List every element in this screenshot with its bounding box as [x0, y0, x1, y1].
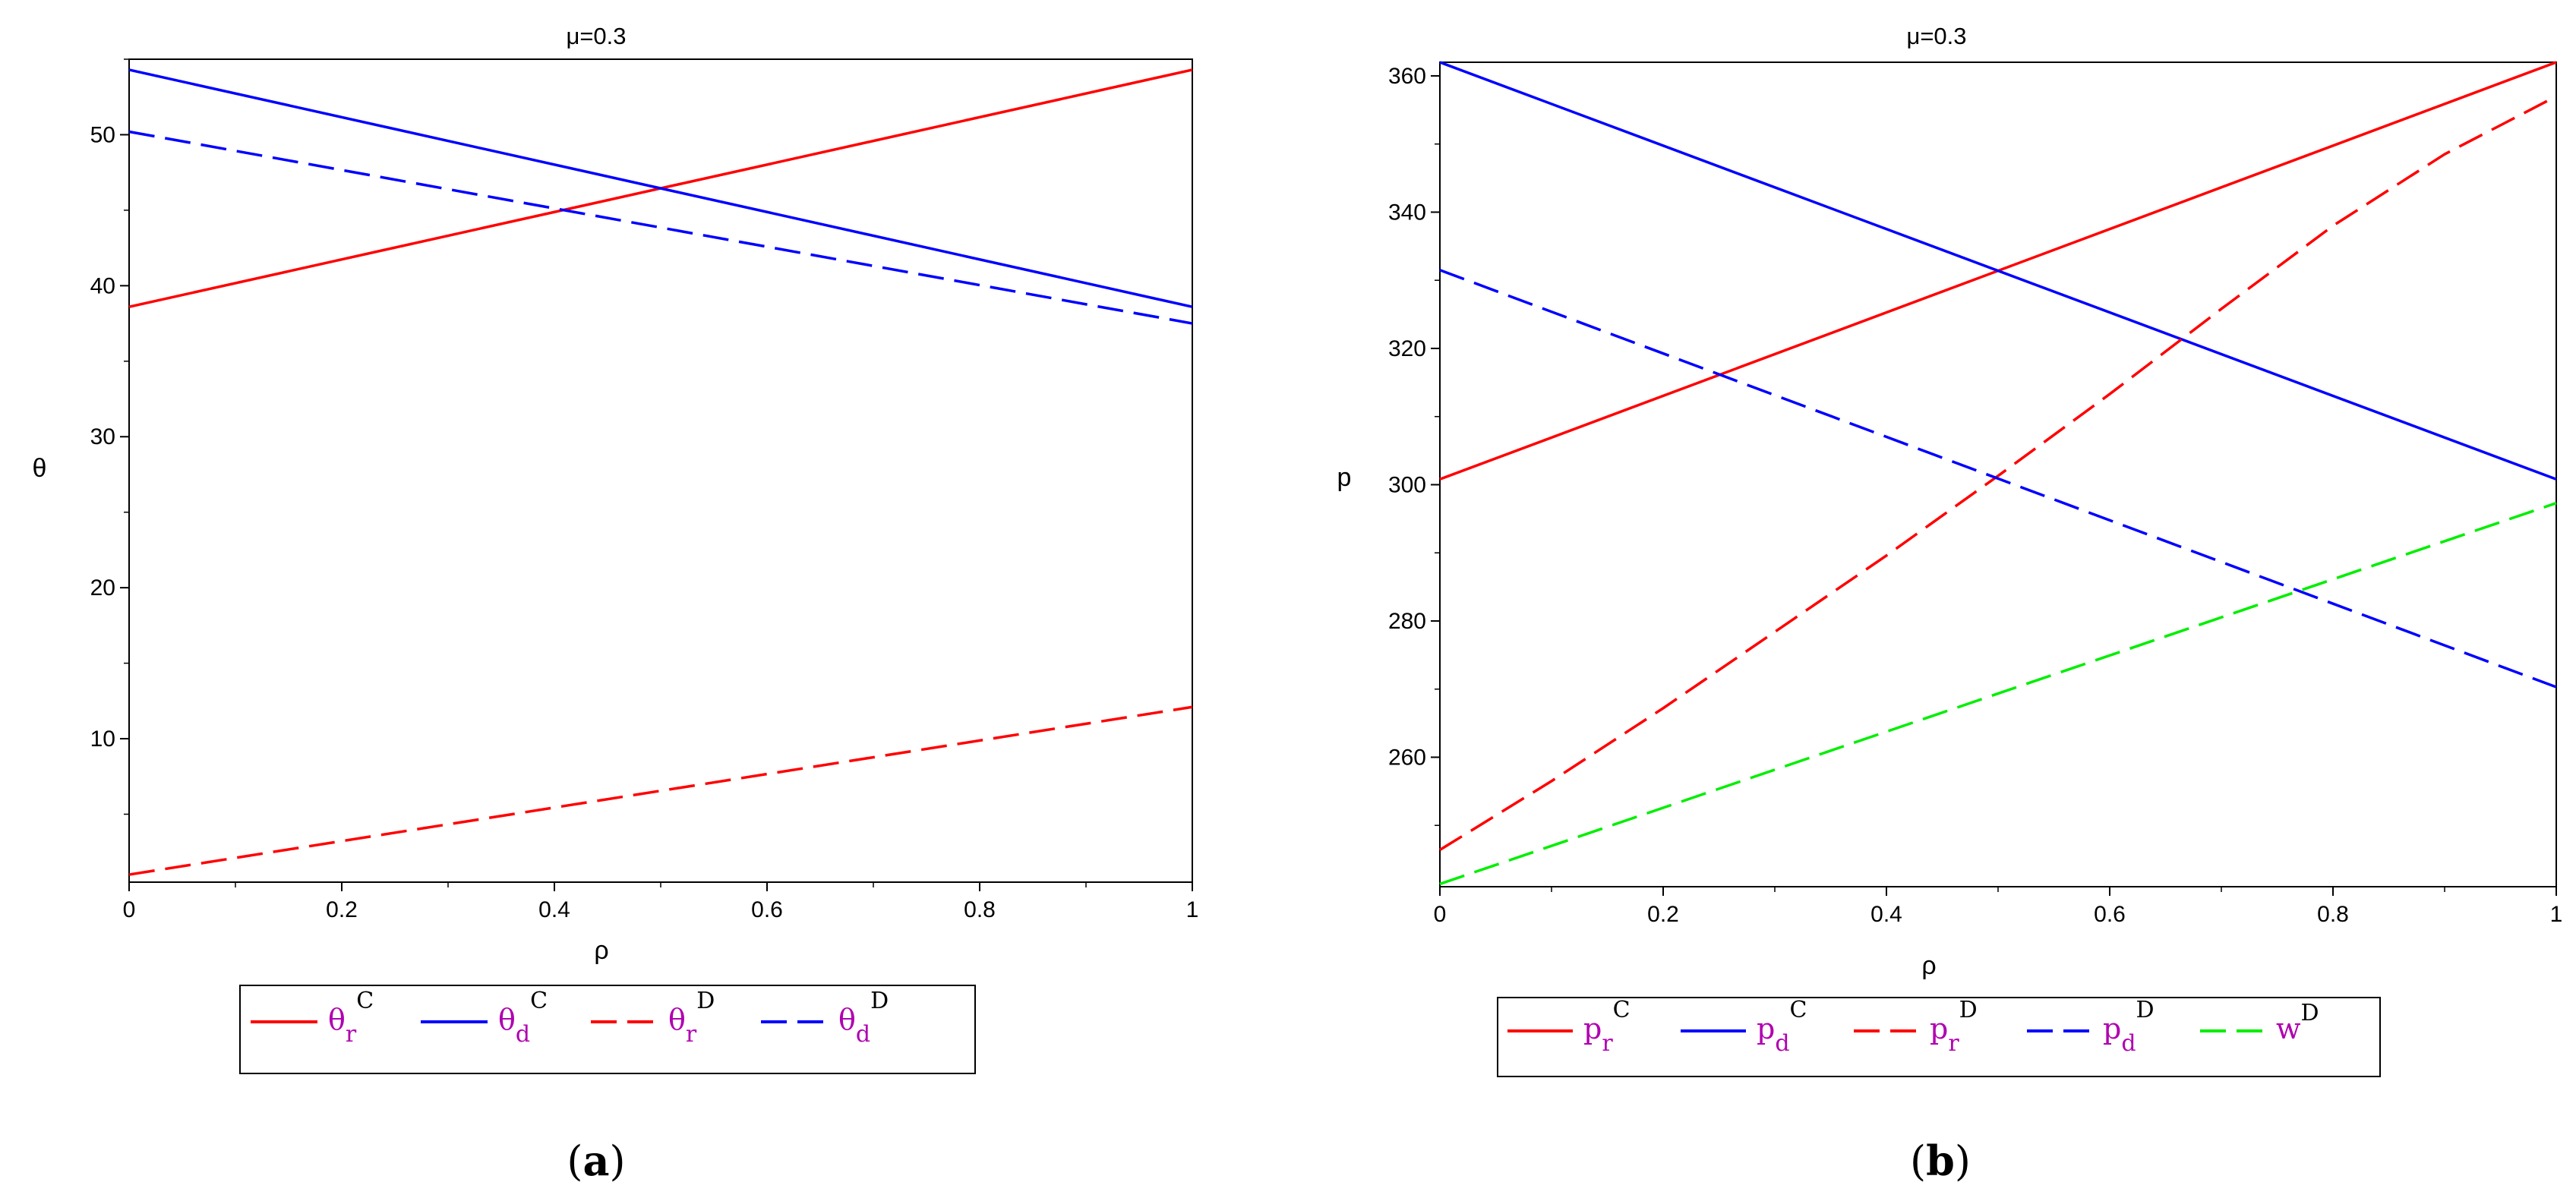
panel-a-y-tick-label: 50 [90, 122, 115, 147]
panel-b-x-tick-label: 0.2 [1647, 902, 1679, 927]
panel-b-legend-label: wD [2276, 1000, 2319, 1045]
panel-b: μ=0.3 0 0.2 0.4 0.6 0.8 1 260 280 300 320 340 360 ρ… [1337, 23, 2563, 1185]
panel-a-label: a [583, 1136, 610, 1185]
panel-a-y-tick-label: 20 [90, 575, 115, 600]
panel-b-legend: prC pdC prD pdD wD [1507, 997, 2319, 1057]
panel-b-y-tick-label: 300 [1388, 472, 1426, 497]
panel-b-series-pr-D [1439, 95, 2557, 852]
svg-text:(a): (a) [567, 1136, 625, 1185]
panel-b-x-tick-label: 0.4 [1870, 902, 1902, 927]
panel-b-series-pd-C [1439, 61, 2557, 481]
panel-a-legend-label: θrD [668, 988, 715, 1048]
panel-a-x-tick-label: 0.8 [964, 897, 996, 922]
panel-a-x-tick-label: 1 [1186, 897, 1199, 922]
panel-a-x-tick-label: 0.4 [538, 897, 570, 922]
panel-b-y-tick-label: 320 [1388, 336, 1426, 361]
panel-a-legend-label: θdD [838, 988, 889, 1048]
panel-b-label: b [1926, 1136, 1955, 1185]
panel-b-legend-label: prD [1930, 997, 1978, 1057]
panel-a-x-axis-label: ρ [594, 936, 608, 965]
panel-b-y-tick-label: 260 [1388, 745, 1426, 770]
panel-b-x-tick-label: 1 [2550, 902, 2563, 927]
panel-b-legend-box [1497, 997, 2381, 1077]
panel-a-y-tick-label: 40 [90, 273, 115, 298]
panel-a-x-tick-label: 0 [123, 897, 136, 922]
panel-a-legend: θrC θdC θrD θdD [251, 988, 889, 1048]
panel-b-y-tick-label: 280 [1388, 609, 1426, 634]
panel-b-title: μ=0.3 [1906, 23, 1966, 49]
panel-b-y-tick-label: 360 [1388, 64, 1426, 89]
panel-a-legend-box [239, 985, 976, 1074]
panel-b-plot: 0 0.2 0.4 0.6 0.8 1 260 280 300 320 340 360 [1388, 61, 2563, 927]
panel-a-y-tick-label: 10 [90, 727, 115, 752]
panel-a-plot: 0 0.2 0.4 0.6 0.8 1 10 20 30 40 50 [90, 58, 1199, 922]
panel-b-legend-label: prC [1583, 997, 1631, 1057]
panel-a-x-tick-label: 0.2 [326, 897, 358, 922]
panel-a-series-θd-D [128, 130, 1193, 325]
panel-a: μ=0.3 0 0.2 0.4 0.6 0.8 1 10 20 30 40 50 ρ θ θrC θd… [33, 23, 1199, 1185]
panel-b-legend-label: pdD [2103, 997, 2155, 1057]
panel-b-x-tick-label: 0.6 [2094, 902, 2126, 927]
panel-b-y-axis-label: p [1337, 463, 1352, 492]
panel-b-series-w-D [1439, 502, 2557, 886]
panel-a-series-θr-D [128, 705, 1193, 876]
panel-b-series-pd-D [1439, 269, 2557, 689]
panel-b-y-tick-label: 340 [1388, 200, 1426, 225]
svg-text:(b): (b) [1910, 1136, 1971, 1185]
panel-a-x-tick-label: 0.6 [751, 897, 783, 922]
panel-b-x-axis-label: ρ [1921, 951, 1936, 980]
panel-a-legend-label: θrC [328, 988, 374, 1048]
panel-b-legend-label: pdC [1757, 997, 1807, 1057]
panel-a-y-tick-label: 30 [90, 424, 115, 449]
panel-a-plot-frame [128, 58, 1193, 883]
panel-a-title: μ=0.3 [566, 23, 626, 49]
panel-a-y-axis-label: θ [33, 454, 47, 483]
panel-b-x-tick-label: 0 [1434, 902, 1447, 927]
panel-b-x-tick-label: 0.8 [2317, 902, 2349, 927]
panel-a-series-θd-C [128, 68, 1193, 308]
panel-a-legend-label: θdC [498, 988, 548, 1048]
